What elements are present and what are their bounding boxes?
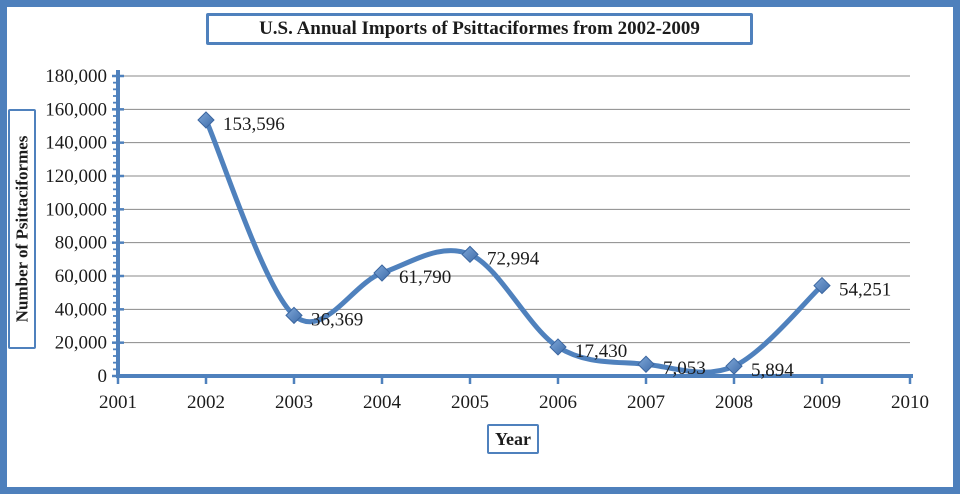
x-tick-label: 2006 bbox=[539, 392, 577, 413]
y-tick-label: 160,000 bbox=[45, 99, 107, 120]
x-tick-label: 2002 bbox=[187, 392, 225, 413]
axis-ticks bbox=[112, 74, 912, 384]
x-tick-label: 2001 bbox=[99, 392, 137, 413]
y-tick-label: 20,000 bbox=[55, 333, 107, 354]
y-gridlines bbox=[118, 75, 910, 344]
data-point-marker bbox=[549, 338, 567, 356]
series-line bbox=[203, 117, 825, 375]
data-label: 5,894 bbox=[751, 360, 794, 381]
data-label: 17,430 bbox=[575, 341, 627, 362]
data-point-marker bbox=[461, 245, 479, 264]
x-axis-title: Year bbox=[495, 428, 531, 449]
y-tick-label: 120,000 bbox=[45, 166, 107, 187]
data-point-marker bbox=[373, 264, 391, 282]
y-tick-label: 40,000 bbox=[55, 299, 107, 320]
data-point-markers bbox=[197, 111, 831, 375]
y-tick-label: 60,000 bbox=[55, 266, 107, 287]
data-label: 61,790 bbox=[399, 267, 451, 288]
y-axis-title-box: Number of Psittaciformes bbox=[8, 109, 36, 349]
data-point-marker bbox=[813, 276, 831, 295]
x-tick-label: 2004 bbox=[363, 392, 402, 413]
x-tick-label: 2010 bbox=[891, 392, 929, 413]
y-tick-label: 0 bbox=[98, 366, 108, 387]
x-tick-label: 2007 bbox=[627, 392, 665, 413]
x-tick-label: 2003 bbox=[275, 392, 313, 413]
x-tick-label: 2008 bbox=[715, 392, 753, 413]
data-point-marker bbox=[285, 306, 303, 325]
data-point-marker bbox=[725, 357, 743, 375]
x-tick-labels: 2001 2002 2003 2004 2005 2006 2007 2008 2009 2010 bbox=[99, 392, 929, 413]
x-tick-label: 2009 bbox=[803, 392, 841, 413]
data-labels: 153,596 36,369 61,790 72,994 17,430 7,053 5,89… bbox=[223, 114, 891, 381]
chart-title-box: U.S. Annual Imports of Psittaciformes fr… bbox=[206, 13, 753, 45]
x-axis-title-box: Year bbox=[487, 424, 539, 454]
data-label: 36,369 bbox=[311, 309, 363, 330]
x-tick-label: 2005 bbox=[451, 392, 489, 413]
y-axis-title: Number of Psittaciformes bbox=[12, 135, 32, 323]
data-label: 72,994 bbox=[487, 248, 540, 269]
data-point-marker bbox=[197, 111, 215, 129]
y-tick-label: 140,000 bbox=[45, 133, 107, 154]
data-label: 54,251 bbox=[839, 280, 891, 301]
data-point-marker bbox=[637, 355, 655, 373]
data-label: 153,596 bbox=[223, 114, 285, 135]
y-tick-labels: 0 20,000 40,000 60,000 80,000 100,000 120,000 1… bbox=[45, 66, 107, 387]
axes bbox=[116, 70, 913, 378]
chart-title: U.S. Annual Imports of Psittaciformes fr… bbox=[259, 18, 700, 39]
y-tick-label: 180,000 bbox=[45, 66, 107, 87]
y-tick-label: 80,000 bbox=[55, 233, 107, 254]
data-label: 7,053 bbox=[663, 358, 706, 379]
y-tick-label: 100,000 bbox=[45, 199, 107, 220]
